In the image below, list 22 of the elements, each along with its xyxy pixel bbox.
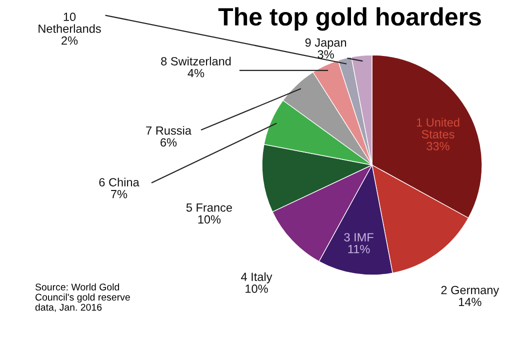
data-label: 2%	[62, 36, 78, 45]
slice-label: 9 Japan	[305, 38, 346, 50]
chart-title: The top gold hoarders	[218, 7, 481, 31]
source-note: Source: World Gold Council's gold reserve data, Jan. 2016	[35, 283, 130, 312]
data-label: 7%	[111, 190, 128, 198]
slice-label: 3 IMF	[344, 233, 374, 242]
slice-label: 4 Italy	[241, 272, 272, 284]
data-label: 33%	[426, 142, 450, 150]
slice-label: 8 Switzerland	[161, 56, 231, 66]
data-label: 3%	[318, 50, 334, 59]
slice-label: 10 Netherlands	[38, 12, 101, 33]
slice-label: 2 Germany	[441, 286, 500, 297]
data-label: 10%	[198, 215, 221, 224]
data-label: 11%	[348, 244, 370, 254]
data-label: 14%	[458, 298, 482, 306]
data-label: 10%	[246, 284, 268, 293]
slice-label: 7 Russia	[146, 126, 192, 135]
slice-label: 6 China	[99, 178, 140, 186]
data-label: 4%	[188, 68, 204, 78]
slice-label: 5 France	[186, 204, 232, 212]
data-label: 6%	[160, 138, 177, 147]
slice-label: 1 United States	[416, 118, 460, 138]
